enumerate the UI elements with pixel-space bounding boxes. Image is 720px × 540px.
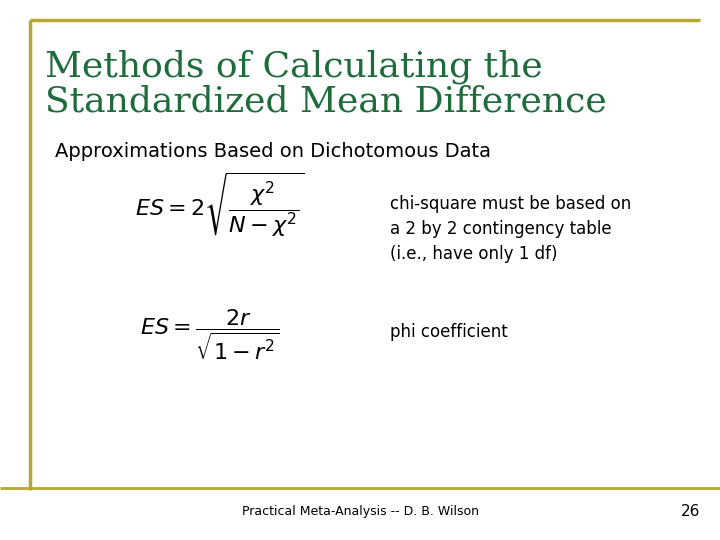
Text: 26: 26 bbox=[680, 504, 700, 519]
Text: Approximations Based on Dichotomous Data: Approximations Based on Dichotomous Data bbox=[55, 142, 491, 161]
Text: Practical Meta-Analysis -- D. B. Wilson: Practical Meta-Analysis -- D. B. Wilson bbox=[241, 505, 479, 518]
Text: $\mathit{ES} = 2\sqrt{\dfrac{\chi^2}{N - \chi^2}}$: $\mathit{ES} = 2\sqrt{\dfrac{\chi^2}{N -… bbox=[135, 171, 305, 239]
Text: Methods of Calculating the: Methods of Calculating the bbox=[45, 50, 543, 84]
Text: Standardized Mean Difference: Standardized Mean Difference bbox=[45, 85, 607, 119]
Text: chi-square must be based on
a 2 by 2 contingency table
(i.e., have only 1 df): chi-square must be based on a 2 by 2 con… bbox=[390, 195, 631, 263]
Text: phi coefficient: phi coefficient bbox=[390, 323, 508, 341]
Text: $\mathit{ES} = \dfrac{2r}{\sqrt{1 - r^2}}$: $\mathit{ES} = \dfrac{2r}{\sqrt{1 - r^2}… bbox=[140, 308, 280, 362]
